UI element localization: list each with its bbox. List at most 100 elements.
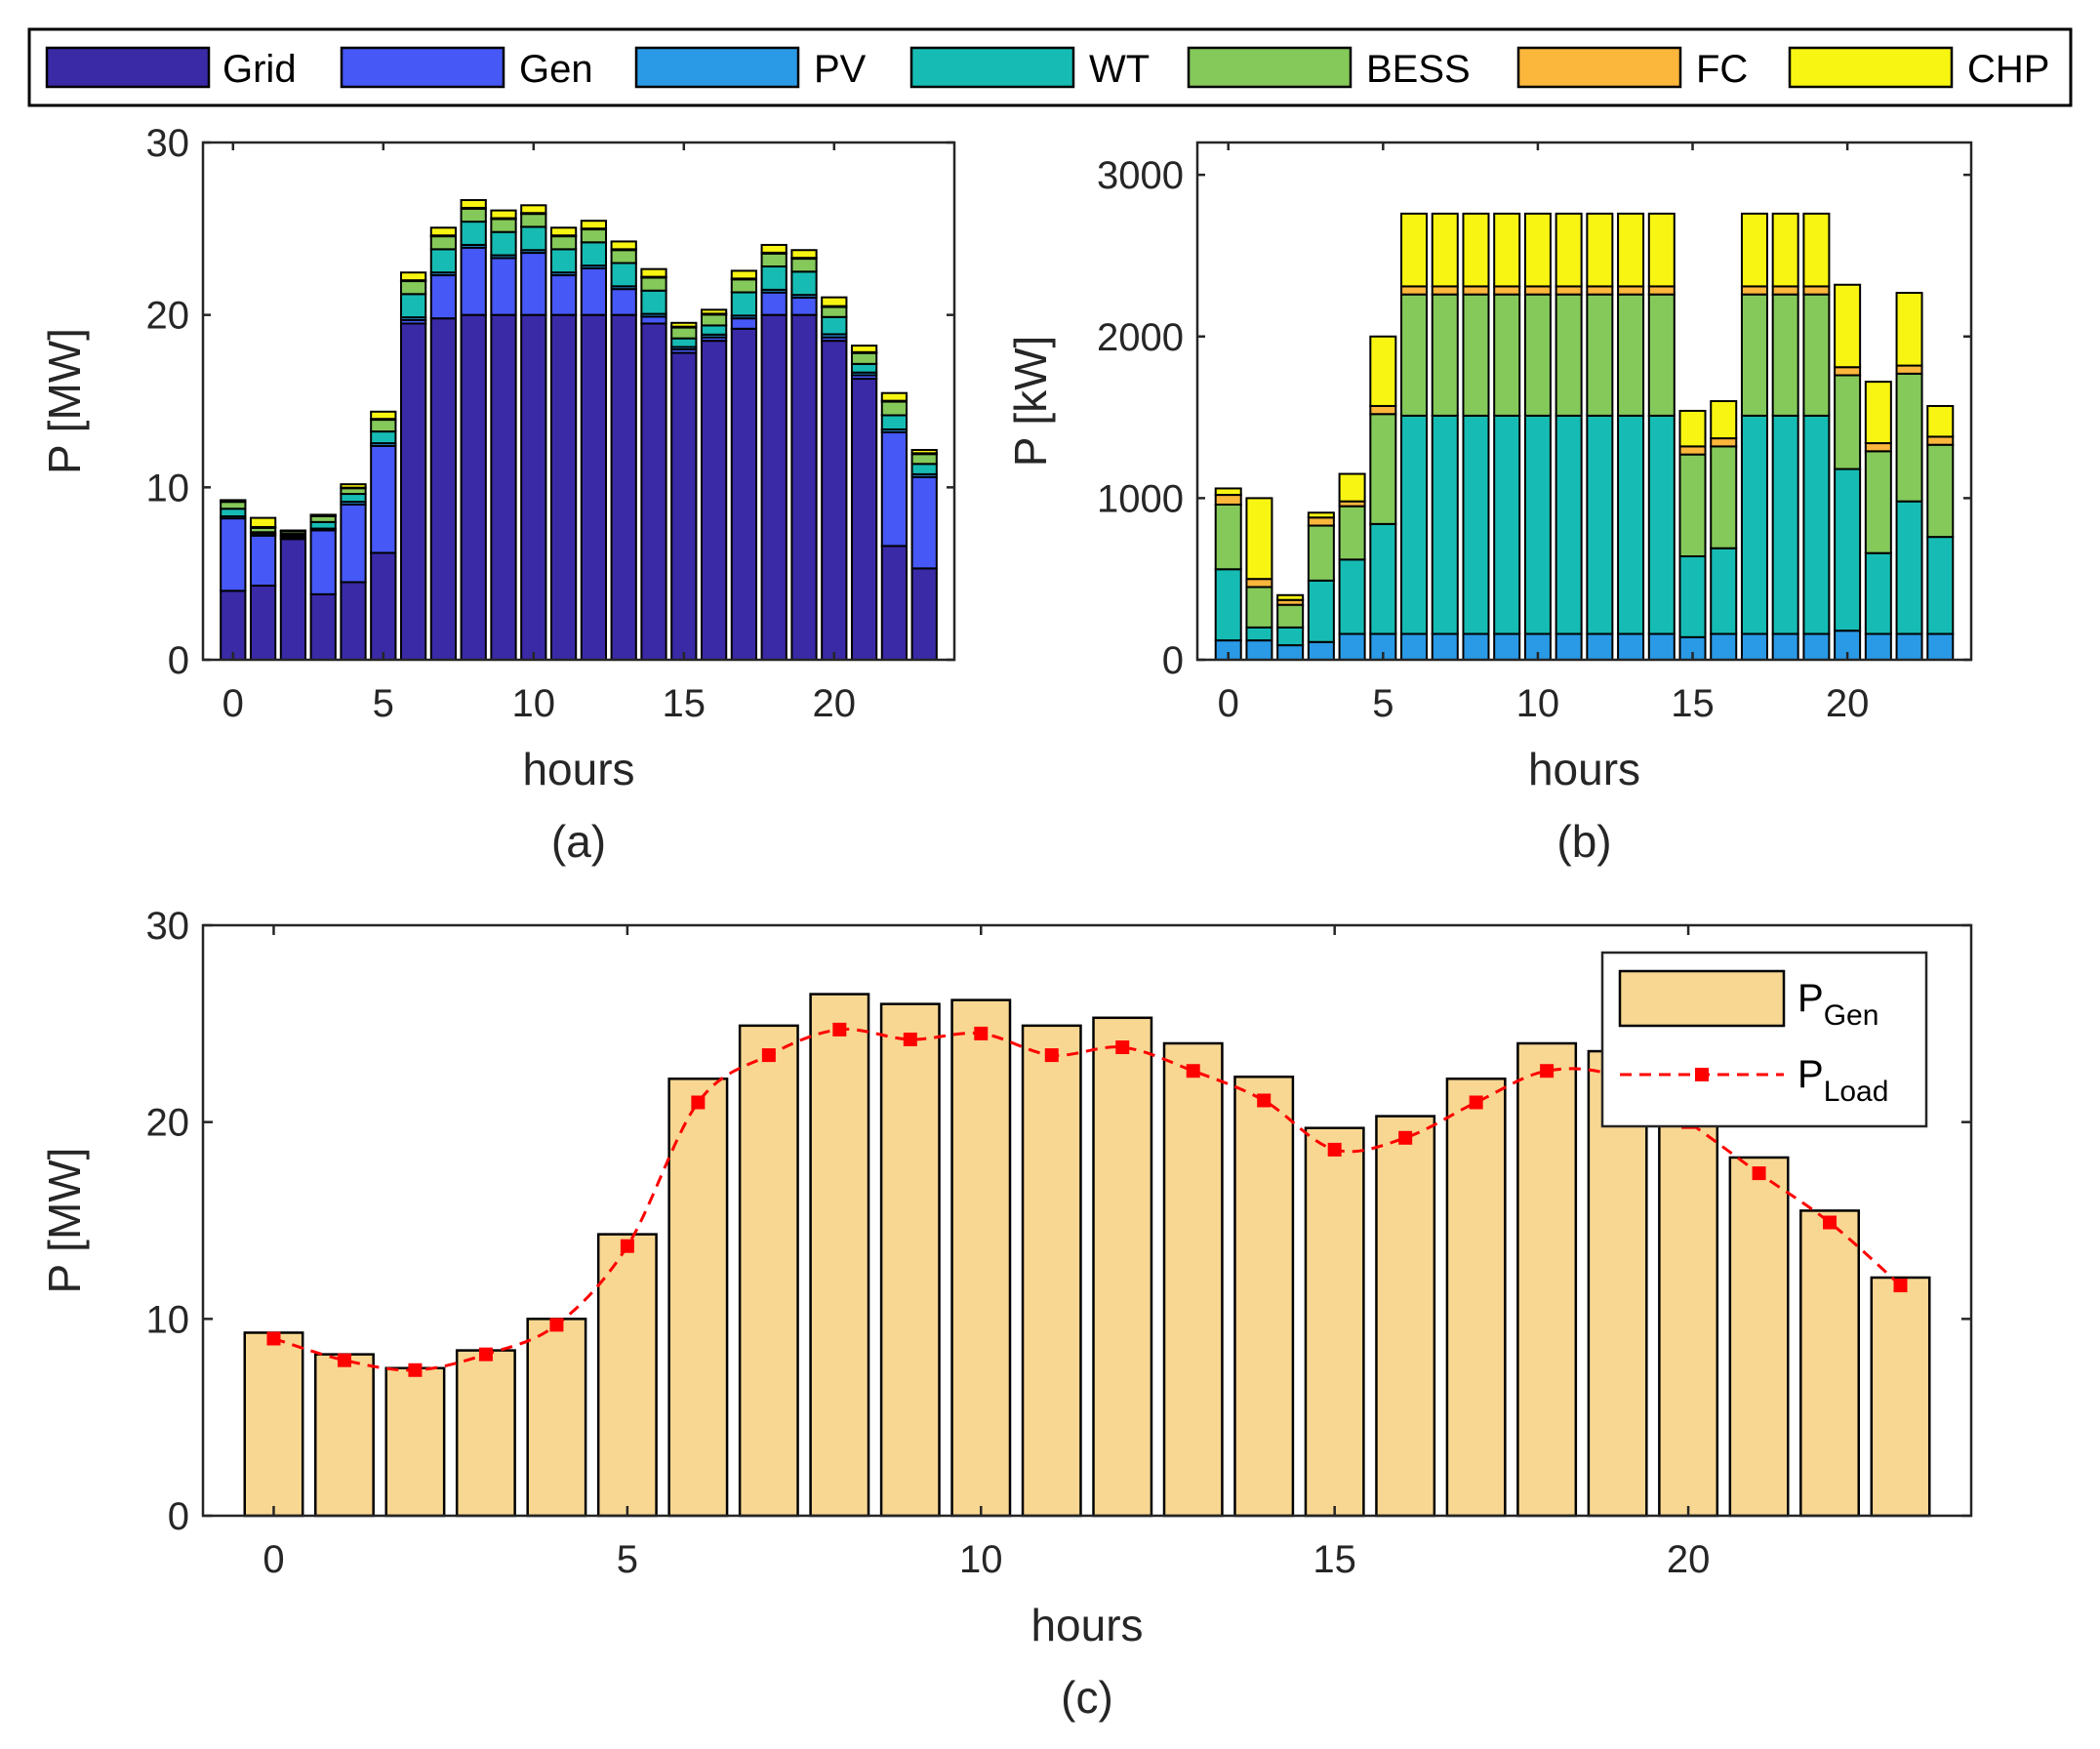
- bar-bess-h20: [1834, 374, 1862, 470]
- bar-gen-h12: [580, 266, 608, 316]
- bar-grid-h7: [429, 317, 458, 661]
- bar-chp-h14: [1647, 212, 1676, 288]
- bar-wt-h18: [760, 265, 788, 291]
- bar-pgen-h10: [950, 998, 1012, 1518]
- bar-wt-h19: [1802, 414, 1831, 635]
- bar-bess-h13: [610, 249, 637, 264]
- marker-pload-h23: [1893, 1279, 1908, 1293]
- y-tick-label: 3000: [1097, 154, 1184, 197]
- bar-wt-h15: [1678, 555, 1707, 638]
- bar-chp-h17: [730, 269, 758, 280]
- bar-grid-h20: [821, 340, 848, 661]
- x-tick-label: 10: [512, 682, 556, 725]
- bar-wt-h3: [309, 520, 337, 530]
- legend-swatch-grid: [45, 46, 211, 89]
- bar-fc-h12: [1586, 285, 1614, 296]
- bar-gen-h11: [549, 274, 578, 316]
- marker-pload-h21: [1752, 1166, 1766, 1181]
- y-tick-label: 30: [146, 122, 190, 165]
- bar-wt-h3: [1307, 579, 1335, 643]
- bar-grid-h11: [549, 313, 578, 661]
- bar-pv-h8: [1462, 632, 1490, 661]
- y-tick-label: 2000: [1097, 316, 1184, 359]
- bar-grid-h15: [670, 351, 698, 661]
- bar-wt-h8: [1462, 414, 1490, 635]
- bar-bess-h16: [1710, 445, 1738, 549]
- legend-c-marker-pload: [1695, 1068, 1709, 1081]
- bar-pgen-h4: [526, 1318, 587, 1518]
- bar-wt-h11: [549, 248, 578, 274]
- legend-c-pload-base: P: [1797, 1053, 1824, 1096]
- bar-wt-h12: [580, 241, 608, 267]
- marker-pload-h3: [478, 1347, 493, 1362]
- bar-chp-h18: [1771, 212, 1799, 288]
- panel-label: (a): [551, 816, 606, 867]
- x-tick-label: 20: [813, 682, 857, 725]
- bar-pgen-h11: [1021, 1024, 1082, 1518]
- bar-gen-h4: [340, 504, 367, 584]
- marker-pload-h16: [1398, 1130, 1413, 1145]
- bar-bess-h0: [1214, 504, 1242, 571]
- bar-gen-h0: [220, 517, 247, 592]
- x-axis-label: hours: [1030, 1600, 1143, 1650]
- bar-wt-h0: [1214, 568, 1242, 642]
- bar-bess-h7: [1431, 293, 1459, 417]
- marker-pload-h6: [691, 1095, 706, 1110]
- marker-pload-h22: [1823, 1215, 1838, 1230]
- bar-fc-h21: [1864, 442, 1892, 453]
- marker-pload-h10: [974, 1026, 989, 1040]
- bar-gen-h5: [370, 444, 397, 554]
- bar-bess-h23: [1926, 443, 1955, 539]
- bar-grid-h4: [340, 581, 367, 661]
- bar-bess-h0: [220, 501, 247, 510]
- y-tick-label: 0: [1162, 639, 1184, 682]
- bar-chp-h11: [1555, 212, 1583, 288]
- bar-bess-h16: [700, 313, 728, 327]
- bar-fc-h9: [1493, 285, 1521, 296]
- bar-grid-h19: [790, 313, 818, 661]
- bar-pgen-h0: [243, 1331, 304, 1518]
- bar-pgen-h14: [1233, 1076, 1295, 1518]
- bar-bess-h2: [1276, 603, 1305, 629]
- bar-gen-h14: [640, 315, 667, 325]
- bar-chp-h19: [1802, 212, 1831, 288]
- bar-pv-h14: [1647, 632, 1676, 661]
- bar-chp-h5: [1369, 335, 1397, 407]
- bar-gen-h7: [429, 274, 458, 320]
- bar-bess-h10: [1523, 293, 1552, 417]
- bar-pv-h16: [1710, 632, 1738, 661]
- axes-frame: [201, 923, 1973, 1518]
- bar-bess-h6: [1400, 293, 1429, 417]
- bar-grid-h12: [580, 313, 608, 661]
- bar-chp-h23: [910, 448, 938, 455]
- bar-bess-h20: [821, 305, 848, 318]
- bar-wt-h4: [340, 493, 367, 504]
- bar-fc-h8: [1462, 285, 1490, 296]
- marker-pload-h0: [266, 1331, 281, 1346]
- bar-grid-h16: [700, 340, 728, 661]
- marker-pload-h13: [1186, 1064, 1200, 1078]
- y-axis-label: P [MW]: [39, 328, 90, 474]
- bar-chp-h23: [1926, 404, 1955, 438]
- x-tick-label: 20: [1667, 1538, 1711, 1581]
- bar-fc-h7: [1431, 285, 1459, 296]
- bar-grid-h18: [760, 313, 788, 661]
- bar-chp-h8: [1462, 212, 1490, 288]
- bar-bess-h3: [1307, 524, 1335, 582]
- bar-fc-h13: [1617, 285, 1645, 296]
- bar-bess-h4: [1338, 505, 1366, 561]
- bar-wt-h6: [1400, 414, 1429, 635]
- bar-pv-h6: [1400, 632, 1429, 661]
- bar-chp-h7: [1431, 212, 1459, 288]
- bar-chp-h1: [249, 516, 277, 528]
- bar-wt-h16: [700, 324, 728, 336]
- bar-wt-h17: [730, 291, 758, 317]
- bar-pv-h23: [1926, 632, 1955, 661]
- bar-chp-h2: [279, 529, 307, 533]
- bar-grid-h9: [490, 313, 517, 661]
- bar-pgen-h5: [596, 1233, 658, 1518]
- bar-bess-h22: [880, 400, 909, 417]
- x-tick-label: 15: [1312, 1538, 1356, 1581]
